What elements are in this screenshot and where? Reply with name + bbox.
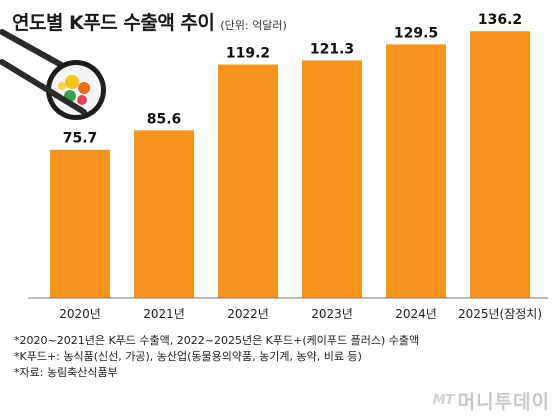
x-tick-labels: 2020년 2021년 2022년 2023년 2024년 2025년(잠정치)	[59, 307, 542, 321]
title-row: 연도별 K푸드 수출액 추이 (단위: 억달러)	[12, 8, 287, 35]
footnote-definition: *K푸드+: 농식품(신선, 가공), 농산업(동물용의약품, 농기계, 농약,…	[14, 350, 362, 363]
bar-1	[134, 130, 194, 298]
gimbap-pickle	[58, 82, 66, 90]
data-label-2: 119.2	[226, 46, 270, 62]
data-label-5: 136.2	[478, 12, 522, 28]
brand-name: 머니투데이	[457, 391, 550, 413]
gimbap-egg	[65, 75, 79, 89]
data-label-1: 85.6	[147, 111, 182, 127]
brand-logo-mark: MT	[432, 393, 454, 408]
footnote-period: *2020~2021년은 K푸드 수출액, 2022~2025년은 K푸드+(케…	[14, 334, 420, 347]
gimbap-carrot	[78, 82, 90, 94]
x-tick-label-1: 2021년	[143, 307, 185, 321]
x-tick-label-5: 2025년(잠정치)	[458, 307, 542, 321]
footnotes: *2020~2021년은 K푸드 수출액, 2022~2025년은 K푸드+(케…	[14, 333, 419, 381]
bar-2	[218, 64, 278, 299]
x-tick-label-3: 2023년	[311, 307, 353, 321]
bar-0	[50, 149, 110, 298]
x-tick-label-2: 2022년	[227, 307, 269, 321]
chopstick-lower	[0, 59, 87, 115]
data-label-0: 75.7	[63, 131, 98, 147]
bar-3	[302, 60, 362, 298]
footnote-source: *자료: 농림축산식품부	[14, 366, 118, 379]
data-label-3: 121.3	[310, 41, 354, 57]
brand-watermark: MT 머니투데이	[433, 387, 550, 414]
bar-4	[386, 44, 446, 299]
unit-label: (단위: 억달러)	[220, 19, 287, 32]
bars-layer: 75.7 85.6 119.2 121.3 129.5 136.2	[50, 12, 530, 299]
x-tick-label-4: 2024년	[395, 307, 437, 321]
data-label-4: 129.5	[394, 25, 438, 41]
gimbap-ham	[77, 95, 87, 105]
chart-title: 연도별 K푸드 수출액 추이	[12, 12, 215, 34]
gimbap-illustration	[0, 29, 106, 120]
x-tick-label-0: 2020년	[59, 307, 101, 321]
bar-5	[470, 31, 530, 298]
